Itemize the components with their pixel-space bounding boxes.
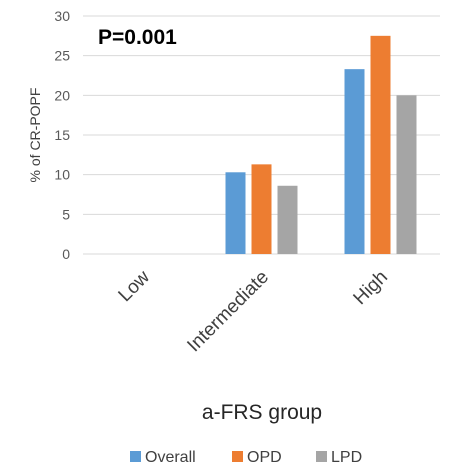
p-value-annotation: P=0.001 [98, 26, 177, 49]
x-axis-categories: Low Intermediate High [115, 266, 392, 356]
bars [225, 35, 417, 255]
x-axis-label: a-FRS group [202, 401, 322, 424]
y-tick-label: 5 [62, 206, 70, 222]
legend-label-overall: Overall [145, 449, 196, 466]
legend: Overall OPD LPD [130, 449, 362, 466]
y-tick-label: 0 [62, 246, 70, 262]
y-tick-label: 25 [54, 48, 70, 64]
y-tick-label: 10 [54, 167, 70, 183]
legend-swatch-lpd [316, 451, 327, 462]
x-category-label: Intermediate [183, 267, 273, 357]
x-category-label: Low [115, 266, 155, 306]
y-axis-ticks: 0 5 10 15 20 25 30 [54, 8, 70, 262]
bar-overall-high [344, 69, 365, 254]
bar-lpd-high [396, 95, 417, 254]
bar-lpd-intermediate [277, 185, 298, 254]
y-tick-label: 30 [54, 8, 70, 24]
x-category-label: High [350, 267, 392, 309]
bar-opd-intermediate [251, 164, 272, 254]
y-tick-label: 15 [54, 127, 70, 143]
bar-overall-intermediate [225, 172, 246, 254]
y-axis-label: % of CR-POPF [27, 88, 43, 183]
legend-label-opd: OPD [247, 449, 282, 466]
y-tick-label: 20 [54, 87, 70, 103]
legend-swatch-opd [232, 451, 243, 462]
legend-label-lpd: LPD [331, 449, 362, 466]
legend-swatch-overall [130, 451, 141, 462]
bar-opd-high [370, 35, 391, 255]
